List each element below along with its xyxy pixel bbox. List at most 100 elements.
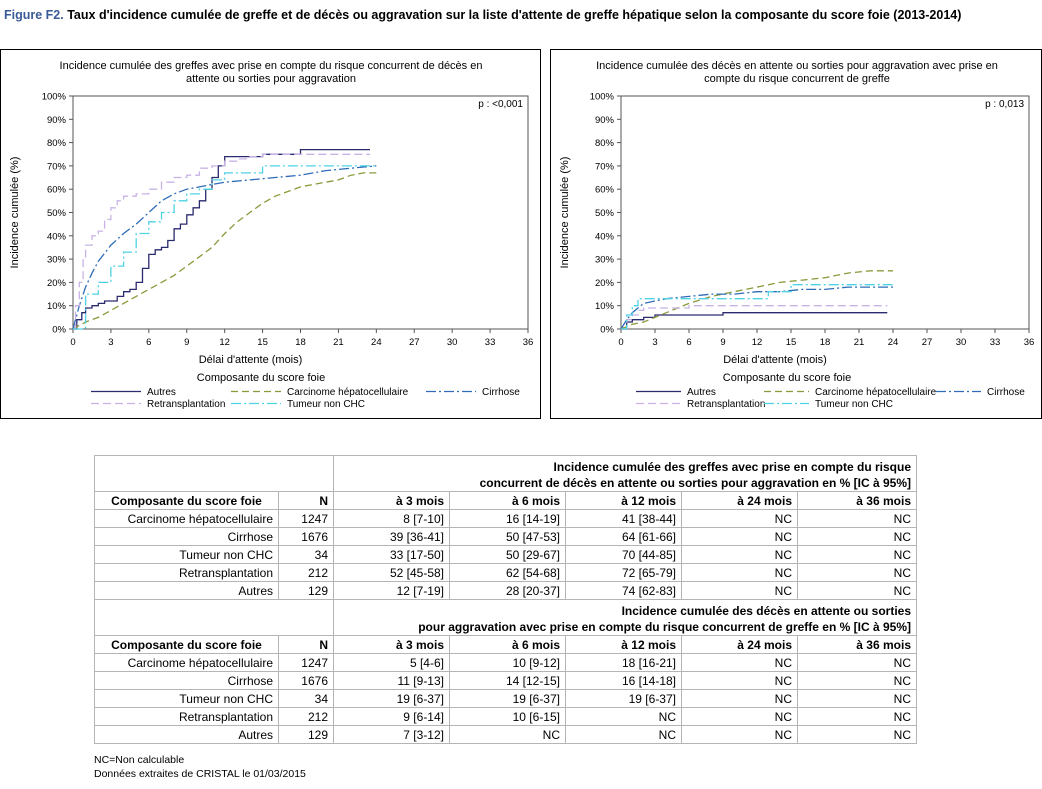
- legend-label: Carcinome hépatocellulaire: [815, 387, 937, 398]
- column-header: à 6 mois: [449, 635, 566, 654]
- table-cell: NC: [681, 653, 798, 672]
- table-cell: 16 [14-18]: [565, 671, 682, 690]
- x-axis-label: Délai d'attente (mois): [723, 354, 827, 366]
- plot-frame: [620, 95, 1030, 330]
- table-section-header-row: Incidence cumulée des décès en attente o…: [94, 599, 917, 636]
- y-tick-label: 50%: [47, 208, 67, 219]
- y-tick-label: 40%: [47, 231, 67, 242]
- table-cell: 28 [20-37]: [449, 581, 566, 600]
- column-header: N: [278, 491, 334, 510]
- table-cell: NC: [797, 545, 917, 564]
- x-tick-label: 18: [295, 337, 306, 348]
- table-cell: 12 [7-19]: [333, 581, 450, 600]
- x-tick-label: 36: [523, 337, 534, 348]
- x-tick-label: 30: [956, 337, 967, 348]
- x-tick-label: 30: [447, 337, 458, 348]
- y-tick-label: 100%: [590, 92, 615, 103]
- y-tick-label: 20%: [595, 278, 615, 289]
- table-cell: NC: [797, 689, 917, 708]
- x-tick-label: 9: [720, 337, 725, 348]
- table-cell: 19 [6-37]: [449, 689, 566, 708]
- x-tick-label: 0: [618, 337, 623, 348]
- table-row: Carcinome hépatocellulaire 1247 5 [4-6] 10 …: [94, 653, 917, 672]
- column-header: à 36 mois: [797, 491, 917, 510]
- legend-label: Autres: [147, 387, 176, 398]
- table-cell: 33 [17-50]: [333, 545, 450, 564]
- section-header-line: pour aggravation avec prise en compte du…: [418, 620, 911, 634]
- row-label: Carcinome hépatocellulaire: [94, 653, 279, 672]
- chart-greffes: Incidence cumulée des greffes avec prise…: [9, 60, 534, 410]
- table-cell: NC: [681, 689, 798, 708]
- table-cell: NC: [565, 707, 682, 726]
- figure-label: Figure F2.: [4, 8, 64, 22]
- y-tick-label: 30%: [595, 255, 615, 266]
- table-cell: 1676: [278, 671, 334, 690]
- x-tick-label: 12: [752, 337, 763, 348]
- legend-label: Retransplantation: [147, 399, 225, 410]
- table-cell: 50 [47-53]: [449, 527, 566, 546]
- legend-title: Composante du score foie: [197, 372, 325, 384]
- x-tick-label: 27: [409, 337, 420, 348]
- x-tick-label: 18: [820, 337, 831, 348]
- table-cell: 129: [278, 725, 334, 744]
- footnotes: NC=Non calculable Données extraites de C…: [94, 753, 306, 781]
- legend-label: Retransplantation: [687, 399, 765, 410]
- table-cell: NC: [797, 581, 917, 600]
- section-header-spacer: [94, 455, 334, 492]
- table-cell: NC: [797, 563, 917, 582]
- table-cell: 70 [44-85]: [565, 545, 682, 564]
- legend-label: Tumeur non CHC: [287, 399, 365, 410]
- section-header: Incidence cumulée des décès en attente o…: [333, 599, 917, 636]
- legend-label: Cirrhose: [482, 387, 520, 398]
- chart-title-line: attente ou sorties pour aggravation: [186, 73, 356, 85]
- column-header: à 12 mois: [565, 635, 682, 654]
- y-axis-label: Incidence cumulée (%): [9, 157, 21, 269]
- table-cell: 7 [3-12]: [333, 725, 450, 744]
- results-table: Incidence cumulée des greffes avec prise…: [94, 455, 917, 744]
- legend-label: Cirrhose: [987, 387, 1025, 398]
- legend-title: Composante du score foie: [723, 372, 851, 384]
- table-row: Carcinome hépatocellulaire 1247 8 [7-10] 16…: [94, 509, 917, 528]
- table-cell: 41 [38-44]: [565, 509, 682, 528]
- y-tick-label: 10%: [595, 301, 615, 312]
- x-tick-label: 12: [219, 337, 230, 348]
- chart-deces: Incidence cumulée des décès en attente o…: [559, 60, 1034, 410]
- table-row: Retransplantation 212 52 [45-58] 62 [54-68]…: [94, 563, 917, 582]
- row-label: Carcinome hépatocellulaire: [94, 509, 279, 528]
- plot-frame: [72, 95, 529, 330]
- series-line-1: [72, 172, 377, 330]
- table-cell: NC: [797, 671, 917, 690]
- row-label: Retransplantation: [94, 707, 279, 726]
- table-cell: NC: [681, 707, 798, 726]
- y-tick-label: 90%: [47, 115, 67, 126]
- table-section-header-row: Incidence cumulée des greffes avec prise…: [94, 455, 917, 492]
- table-cell: 10 [6-15]: [449, 707, 566, 726]
- footnote-nc: NC=Non calculable: [94, 754, 185, 766]
- table-cell: 9 [6-14]: [333, 707, 450, 726]
- y-tick-label: 40%: [595, 231, 615, 242]
- row-label: Cirrhose: [94, 527, 279, 546]
- y-axis-label: Incidence cumulée (%): [559, 157, 571, 269]
- column-header: à 3 mois: [333, 491, 450, 510]
- footnote-source: Données extraites de CRISTAL le 01/03/20…: [94, 768, 306, 780]
- table-cell: 72 [65-79]: [565, 563, 682, 582]
- chart-panel-deces: Incidence cumulée des décès en attente o…: [550, 49, 1042, 419]
- table-cell: 19 [6-37]: [565, 689, 682, 708]
- table-cell: NC: [797, 725, 917, 744]
- table-cell: 62 [54-68]: [449, 563, 566, 582]
- series-line-4: [73, 165, 377, 330]
- series-line-3: [621, 305, 888, 330]
- table-cell: 19 [6-37]: [333, 689, 450, 708]
- column-header: à 24 mois: [681, 491, 798, 510]
- chart-panel-greffes: Incidence cumulée des greffes avec prise…: [0, 49, 541, 419]
- table-cell: NC: [681, 581, 798, 600]
- table-cell: NC: [681, 671, 798, 690]
- section-header-spacer: [94, 599, 334, 636]
- row-label: Tumeur non CHC: [94, 689, 279, 708]
- table-cell: NC: [681, 545, 798, 564]
- table-cell: NC: [797, 653, 917, 672]
- table-cell: 18 [16-21]: [565, 653, 682, 672]
- table-cell: 212: [278, 707, 334, 726]
